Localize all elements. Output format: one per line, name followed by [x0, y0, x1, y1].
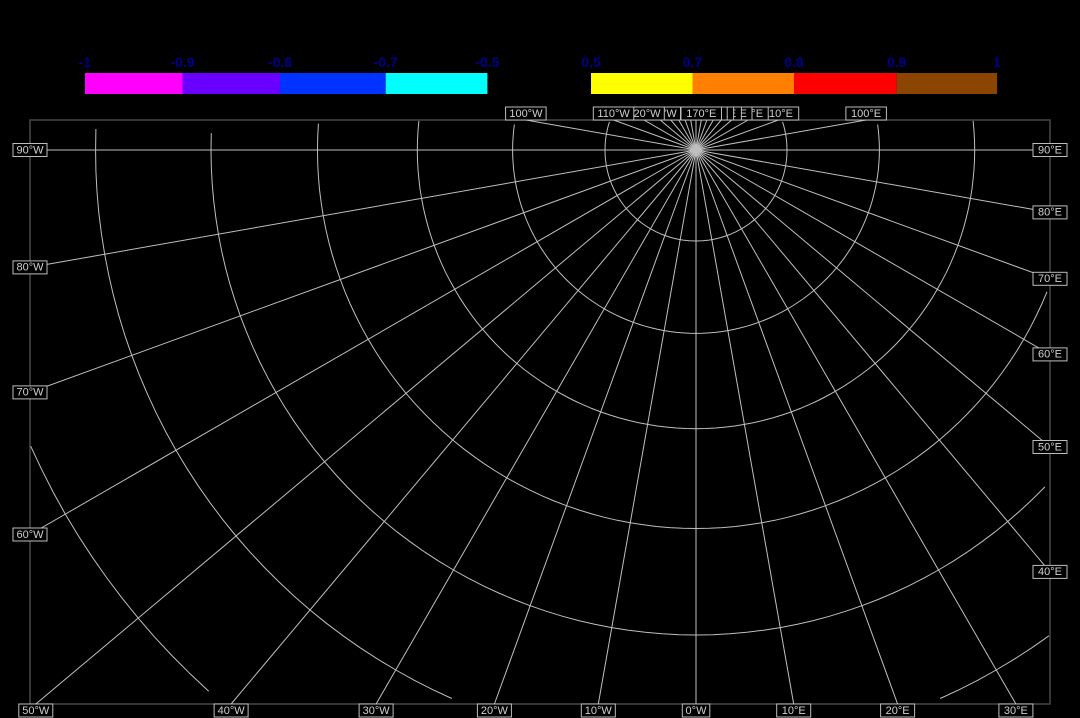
svg-text:90°W: 90°W	[16, 144, 44, 156]
svg-text:-0.9: -0.9	[170, 54, 194, 70]
svg-text:10°E: 10°E	[782, 705, 806, 717]
svg-text:40°E: 40°E	[1038, 566, 1062, 578]
svg-text:0.7: 0.7	[683, 54, 703, 70]
svg-text:0.9: 0.9	[887, 54, 907, 70]
svg-text:40°W: 40°W	[218, 705, 246, 717]
svg-text:50°E: 50°E	[1038, 441, 1062, 453]
svg-text:30°W: 30°W	[363, 705, 391, 717]
svg-text:30°E: 30°E	[1004, 705, 1028, 717]
svg-text:-0.8: -0.8	[268, 54, 292, 70]
svg-text:20°W: 20°W	[481, 705, 509, 717]
svg-text:50°W: 50°W	[22, 705, 50, 717]
svg-text:-0.7: -0.7	[374, 54, 398, 70]
svg-text:0.8: 0.8	[784, 54, 804, 70]
svg-text:0°W: 0°W	[686, 705, 708, 717]
svg-text:70°W: 70°W	[16, 387, 44, 399]
svg-text:1: 1	[993, 54, 1001, 70]
svg-text:100°W: 100°W	[509, 108, 543, 120]
svg-text:170°E: 170°E	[686, 108, 716, 120]
svg-text:70°E: 70°E	[1038, 273, 1062, 285]
svg-text:-0.5: -0.5	[475, 54, 499, 70]
svg-text:110°W: 110°W	[597, 108, 630, 120]
svg-text:90°E: 90°E	[1038, 144, 1062, 156]
svg-text:80°W: 80°W	[16, 262, 44, 274]
svg-text:20°E: 20°E	[886, 705, 910, 717]
svg-text:0.5: 0.5	[581, 54, 601, 70]
svg-text:60°W: 60°W	[16, 529, 44, 541]
svg-text:80°E: 80°E	[1038, 207, 1062, 219]
svg-text:10°W: 10°W	[585, 705, 613, 717]
svg-text:60°E: 60°E	[1038, 349, 1062, 361]
svg-text:-1: -1	[79, 54, 92, 70]
svg-text:100°E: 100°E	[851, 108, 881, 120]
